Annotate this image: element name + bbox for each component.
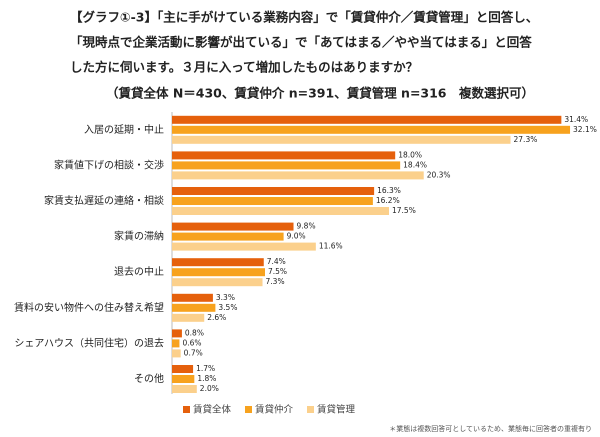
value-label: 16.2% [376, 196, 400, 205]
footnote: ＊業態は複数回答可としているため、業態毎に回答者の重複有り [389, 424, 592, 433]
bar [172, 135, 511, 144]
value-label: 9.8% [297, 222, 316, 231]
category-label: 家賃の滞納 [114, 230, 164, 243]
value-label: 16.3% [377, 186, 401, 195]
value-label: 31.4% [564, 115, 588, 124]
legend-swatch [307, 406, 314, 413]
value-label: 7.3% [266, 277, 285, 286]
bar [172, 313, 205, 322]
value-label: 7.5% [268, 267, 287, 276]
bar [172, 207, 389, 215]
bar [172, 339, 180, 348]
bar [172, 115, 562, 124]
value-label: 18.4% [403, 160, 427, 169]
category-label: 入居の延期・中止 [84, 123, 164, 136]
value-label: 27.3% [514, 135, 538, 144]
legend-label: 賃貸全体 [193, 404, 232, 416]
bar [172, 171, 424, 180]
legend-swatch [245, 406, 252, 413]
category-label: 賃料の安い物件への住み替え希望 [14, 301, 164, 314]
bar [172, 151, 396, 160]
value-label: 17.5% [392, 206, 416, 215]
bar [172, 258, 264, 267]
value-label: 2.6% [207, 313, 226, 322]
bar [172, 161, 401, 170]
value-label: 0.8% [185, 328, 204, 337]
bar [172, 125, 571, 134]
category-label: シェアハウス（共同住宅）の退去 [14, 336, 164, 349]
bar [172, 375, 195, 383]
bar [172, 278, 263, 287]
category-label: その他 [134, 372, 164, 385]
value-label: 0.7% [184, 348, 203, 357]
value-label: 1.8% [197, 374, 216, 383]
bar [172, 268, 265, 277]
bar [172, 349, 181, 358]
bar [172, 187, 375, 195]
value-label: 2.0% [200, 384, 219, 393]
value-label: 3.5% [218, 303, 237, 312]
value-label: 7.4% [267, 257, 286, 266]
value-label: 9.0% [287, 232, 306, 241]
bar [172, 242, 316, 251]
legend-label: 賃貸管理 [317, 404, 356, 416]
value-label: 1.7% [196, 364, 215, 373]
bar [172, 293, 213, 302]
chart-title: 【グラフ①-3】「主に手がけている業務内容」で「賃貸仲介／賃貸管理」と回答し、 [70, 10, 538, 25]
chart-subtitle: （賃貸全体 N＝430、賃貸仲介 n=391、賃貸管理 n=316 複数選択可） [106, 86, 534, 101]
legend-label: 賃貸仲介 [255, 404, 294, 416]
bar [172, 232, 284, 241]
chart-title: 「現時点で企業活動に影響が出ている」で「あてはまる／やや当てはまる」と回答 [70, 35, 532, 50]
value-label: 11.6% [319, 242, 343, 251]
bar [172, 365, 194, 373]
bar [172, 329, 182, 338]
bar [172, 222, 294, 231]
bar [172, 303, 216, 312]
value-label: 20.3% [427, 170, 451, 179]
category-label: 家賃支払遅延の連絡・相談 [44, 194, 164, 207]
value-label: 3.3% [216, 293, 235, 302]
category-label: 家賃値下げの相談・交渉 [54, 158, 164, 171]
bar [172, 385, 197, 393]
category-label: 退去の中止 [114, 265, 164, 278]
value-label: 18.0% [398, 150, 422, 159]
value-label: 32.1% [573, 125, 597, 134]
value-label: 0.6% [182, 338, 201, 347]
bar [172, 197, 373, 205]
legend-swatch [183, 406, 190, 413]
chart-title: した方に伺います。３月に入って増加したものはありますか？ [70, 60, 418, 75]
